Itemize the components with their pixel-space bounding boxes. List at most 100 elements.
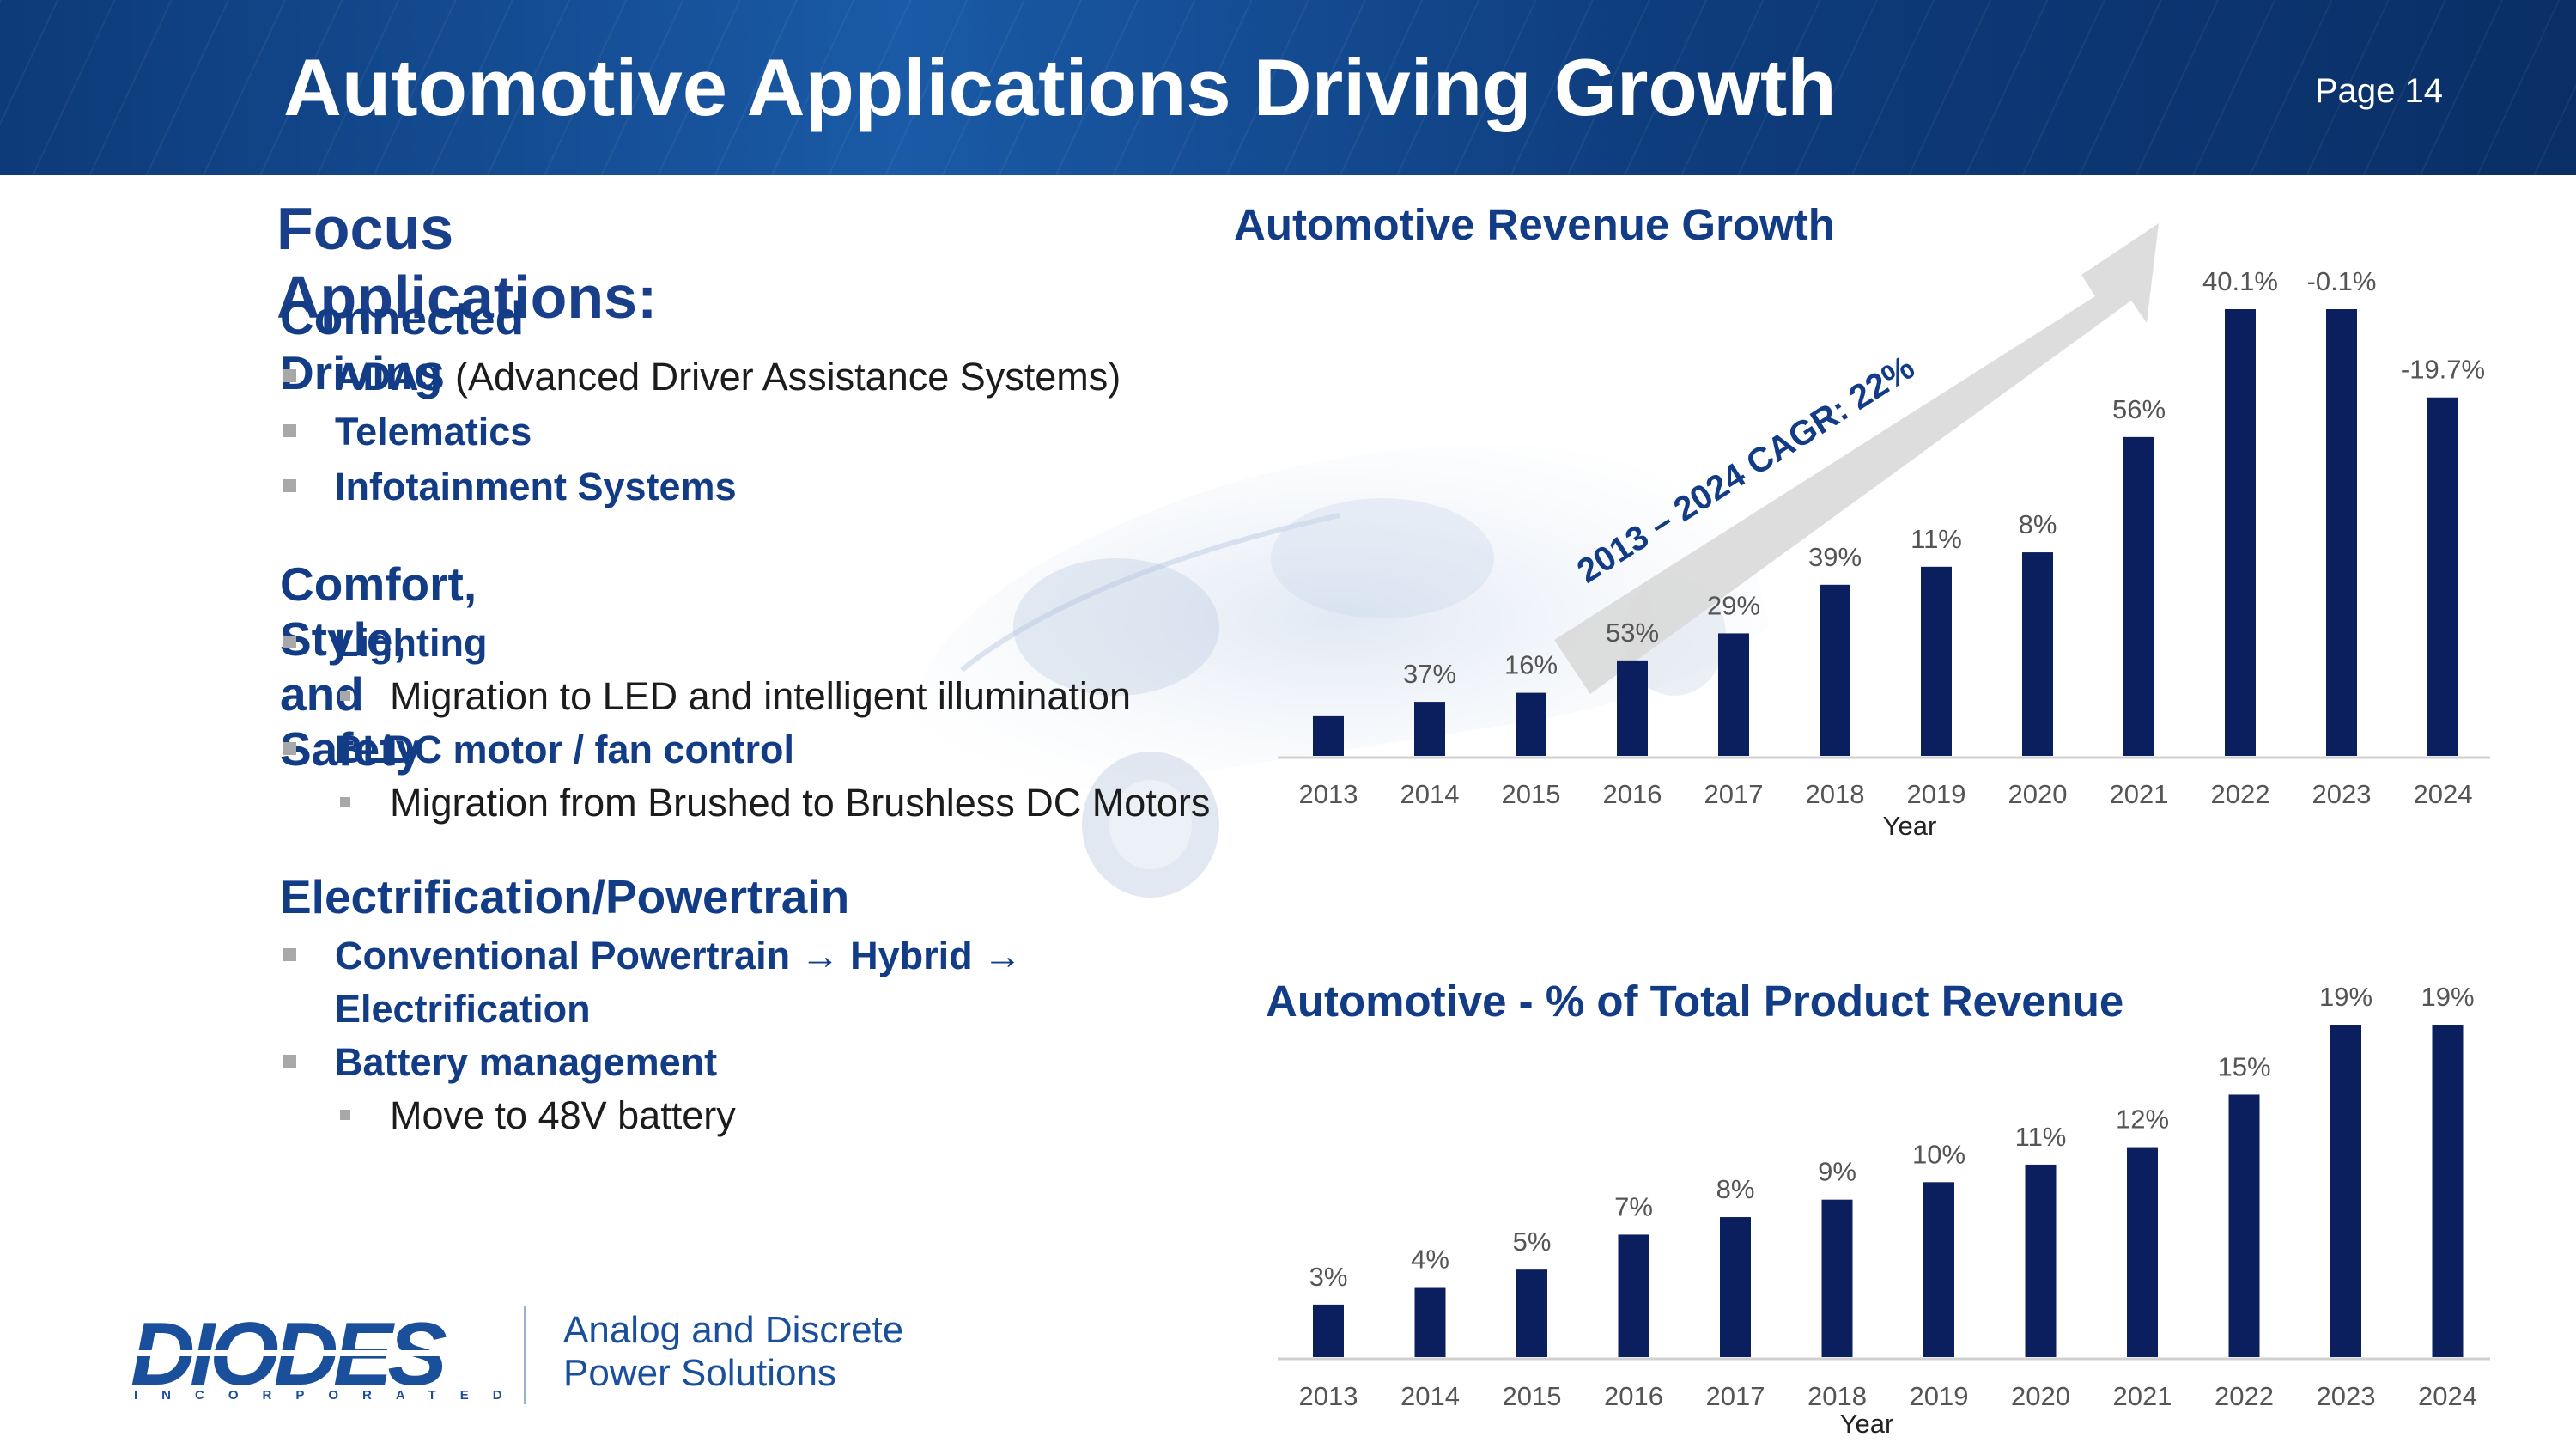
data-label-2019: 11% [1911,524,1962,554]
tick-label-2016: 2016 [1604,1381,1663,1411]
data-label-2017: 8% [1716,1174,1755,1204]
list-item: Lighting [335,621,488,665]
data-label-2018: 39% [1808,542,1862,572]
bar-2019 [1921,566,1952,756]
data-label-2023: -0.1% [2307,266,2377,296]
bullet-icon [283,636,296,648]
data-label-2015: 16% [1504,650,1558,680]
bar-2015 [1516,1269,1547,1357]
tick-label-2017: 2017 [1706,1381,1765,1411]
data-label-2022: 40.1% [2202,266,2278,296]
list-item: ADAS (Advanced Driver Assistance Systems… [335,355,1121,399]
tick-label-2019: 2019 [1907,779,1966,809]
bar-2022 [2225,309,2256,756]
data-label-2024: 19% [2421,982,2474,1012]
bar-2022 [2228,1094,2260,1357]
bar-2019 [1923,1182,1954,1357]
sub-bullet-icon [340,691,350,701]
tagline-line-2: Power Solutions [563,1352,836,1394]
data-label-2018: 9% [1818,1157,1856,1187]
focus-title: Focus Applications: [276,195,658,331]
car-background-illustration [910,445,1769,898]
data-label-2017: 29% [1707,590,1760,620]
sub-list-item: Migration from Brushed to Brushless DC M… [390,781,1211,825]
bar-2018 [1820,584,1850,756]
tagline-line-1: Analog and Discrete [563,1309,904,1351]
diodes-logo-mark: DIODES [131,1309,483,1402]
chart-revenue-growth: 2013 – 2024 CAGR: 22% 37% 16%53%29%39%11%… [1278,223,2490,841]
data-label-2015: 5% [1513,1227,1552,1257]
tick-label-2018: 2018 [1807,1381,1867,1411]
data-label-2022: 15% [2217,1051,2270,1081]
bullet-icon [283,424,296,437]
tick-label-2017: 2017 [1704,779,1764,809]
bullet-icon [283,1055,296,1068]
data-label-2021: 56% [2112,394,2166,424]
data-label-2020: 8% [2019,509,2057,539]
tick-label-2023: 2023 [2312,779,2372,809]
tick-label-2013: 2013 [1299,1381,1358,1411]
bullet-icon [283,479,296,492]
bar-2020 [2022,552,2053,756]
list-item: BLDC motor / fan control [335,728,794,771]
tick-label-2014: 2014 [1400,779,1460,809]
tick-label-2015: 2015 [1502,779,1561,809]
tick-label-2019: 2019 [1910,1381,1969,1411]
bar-2015 [1516,692,1546,756]
bar-2021 [2127,1147,2158,1357]
tick-label-2014: 2014 [1400,1381,1460,1411]
logo-tagline: Analog and Discrete Power Solutions [563,1309,903,1395]
sub-list-item: Move to 48V battery [390,1093,736,1137]
page-title: Automotive Applications Driving Growth [283,42,1837,132]
tick-label-2015: 2015 [1503,1381,1562,1411]
bar-2016 [1618,1234,1649,1357]
chart1-xlabel: Year [1883,811,1937,841]
chart-pct-of-revenue: 3% 4% 5% 7% 8% 9% 10% 11% 12% 15% 19% 19% 2013 2014 2… [1278,982,2490,1439]
tick-label-2018: 2018 [1806,779,1865,809]
tick-label-2022: 2022 [2215,1381,2274,1411]
bar-2018 [1821,1199,1853,1357]
page-number: Page 14 [2315,72,2444,110]
data-label-2019: 10% [1912,1139,1965,1169]
tick-label-2024: 2024 [2414,779,2473,809]
data-label-2013: 3% [1309,1262,1348,1292]
data-label-2014: 4% [1411,1245,1449,1275]
bar-2023 [2330,1025,2361,1357]
data-label-2021: 12% [2116,1105,2169,1135]
sub-list-item: Migration to LED and intelligent illumin… [390,674,1131,718]
bar-2014 [1414,1287,1446,1357]
bar-2014 [1414,702,1445,756]
list-item-continuation: Electrification [335,987,591,1031]
tick-label-2013: 2013 [1299,779,1358,809]
bar-2016 [1617,660,1648,756]
logo-subtext: INCORPORATED [134,1388,526,1403]
bar-2013 [1313,715,1344,756]
section-connected-driving: Connected Driving [280,291,525,399]
list-item: Battery management [335,1040,718,1084]
cagr-arrow-shape [1554,223,2159,694]
tick-label-2020: 2020 [2008,779,2068,809]
tick-label-2024: 2024 [2418,1381,2477,1411]
logo-divider [524,1306,526,1404]
sub-bullet-icon [340,1110,350,1120]
data-label-2023: 19% [2319,982,2372,1012]
chart2-title: Automotive - % of Total Product Revenue [1266,977,2124,1026]
bar-2021 [2123,436,2154,756]
chart2-xlabel: Year [1840,1409,1894,1439]
data-label-2016: 7% [1614,1191,1653,1221]
tick-label-2020: 2020 [2011,1381,2070,1411]
bar-2013 [1313,1304,1344,1357]
bullet-icon [283,742,296,755]
list-item: Conventional Powertrain → Hybrid → [335,934,1023,977]
bullet-icon [283,948,296,961]
header-banner: Automotive Applications Driving Growth P… [0,0,2576,175]
tick-label-2023: 2023 [2317,1381,2376,1411]
data-label-2020: 11% [2015,1122,2067,1152]
tick-label-2021: 2021 [2110,779,2169,809]
data-label-2016: 53% [1606,618,1659,648]
bar-2020 [2025,1164,2057,1357]
bar-2023 [2326,309,2357,756]
tick-label-2022: 2022 [2211,779,2270,809]
bullet-icon [283,369,296,382]
